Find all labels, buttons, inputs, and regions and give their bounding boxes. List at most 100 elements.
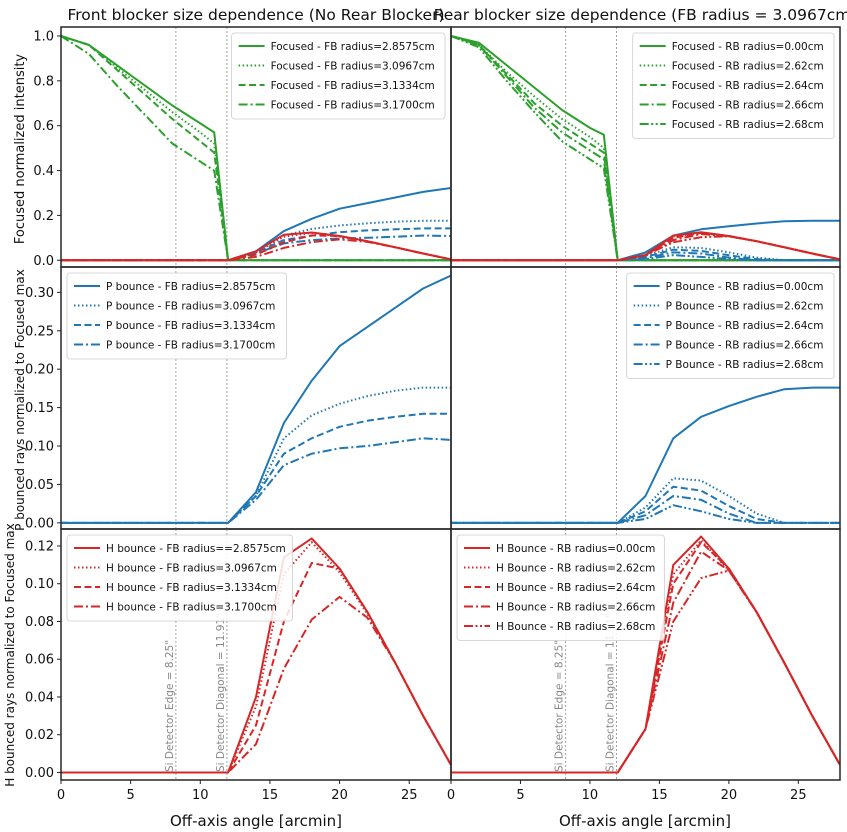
legend-label: Focused - FB radius=2.8575cm [271,41,435,53]
col-title-right: Rear blocker size dependence (FB radius … [434,6,847,24]
legend-label: P bounce - FB radius=3.1700cm [106,339,275,351]
y-tick-label: 0.00 [25,766,54,781]
legend-label: Focused - FB radius=3.1700cm [271,99,435,111]
panel-1-left: 0.0 0.2 0.4 0.6 0.8 1.0 Focused - FB radius=2.… [33,26,452,269]
legend-label: H Bounce - RB radius=0.00cm [496,543,655,555]
y-tick-label: 1.0 [33,29,54,44]
y-tick-label: 0.8 [33,74,54,89]
legend-label: H bounce - FB radius=3.1700cm [106,601,277,613]
y-tick-label: 0.04 [25,690,54,705]
legend-label: H Bounce - RB radius=2.66cm [496,601,655,613]
axes-frame [450,528,841,781]
legend-box [66,272,287,360]
y-tick-label: 0.05 [25,478,54,493]
legend-label: H bounce - FB radius=3.0967cm [106,562,277,574]
panel-1-right: Focused - RB radius=0.00cm Focused - RB r… [450,26,841,268]
x-tick-label: 25 [790,788,807,803]
x-tick-label: 5 [516,788,524,803]
series-line [61,595,451,774]
y-tick-label: 0.10 [25,577,54,592]
x-tick-label: 10 [192,788,209,803]
x-tick-label: 20 [331,788,348,803]
series-line [451,235,840,262]
series-line [61,386,451,524]
legend-label: Focused - FB radius=3.0967cm [271,60,435,72]
legend-label: H bounce - FB radius=3.1334cm [106,582,277,594]
legend-label: H Bounce - RB radius=2.68cm [496,621,655,633]
legend: Focused - FB radius=2.8575cm Focused - FB… [231,32,446,120]
y-tick-label: 0.2 [33,209,54,224]
y-tick-label: 0.6 [33,119,54,134]
series-line [61,238,451,262]
y-tick-label: 0.25 [25,324,54,339]
legend-label: P Bounce - RB radius=2.66cm [666,339,824,351]
legend-box [66,534,293,622]
legend-label: H Bounce - RB radius=2.64cm [496,582,655,594]
panel-2-left: 0.00 0.05 0.10 0.15 0.20 0.25 0.30 P bounce - F… [25,266,452,531]
legend-label: P Bounce - RB radius=2.68cm [666,359,824,371]
panel-3-left: Si Detector Edge = 8.25" Si Detector Diag… [25,528,452,803]
series-line [61,437,451,524]
legend: Focused - RB radius=0.00cm Focused - RB r… [632,32,835,139]
y-tick-label: 0.20 [25,363,54,378]
legend: P Bounce - RB radius=0.00cm P Bounce - RB… [626,272,835,379]
col-title-left: Front blocker size dependence (No Rear B… [67,6,444,24]
x-tick-label: 10 [582,788,599,803]
xlabel-left: Off-axis angle [arcmin] [170,812,342,830]
ylabel-row-1: Focused normalized intensity [13,54,28,245]
legend-label: P bounce - FB radius=3.1334cm [106,320,275,332]
series-line [451,485,840,524]
series-line [61,35,451,262]
legend-label: P Bounce - RB radius=0.00cm [666,281,824,293]
y-tick-label: 0.00 [25,516,54,531]
legend-label: H bounce - FB radius==2.8575cm [106,543,286,555]
y-tick-label: 0.4 [33,164,54,179]
legend-label: Focused - RB radius=2.64cm [672,80,824,92]
y-tick-label: 0.10 [25,440,54,455]
panel-2-right: P Bounce - RB radius=0.00cm P Bounce - RB… [450,266,841,530]
legend-label: P bounce - FB radius=3.0967cm [106,300,275,312]
y-tick-label: 0.0 [33,254,54,269]
x-tick-label: 25 [401,788,418,803]
series-line [61,187,451,262]
ylabel-row-2: P bounced rays normalized to Focused max [13,269,27,531]
legend-box [632,32,835,139]
y-tick-label: 0.15 [25,401,54,416]
legend-label: P bounce - FB radius=2.8575cm [106,281,275,293]
legend-label: Focused - RB radius=2.66cm [672,99,824,111]
series-line [451,386,840,524]
legend-label: P Bounce - RB radius=2.62cm [666,300,824,312]
vline-label: Si Detector Edge = 8.25" [554,640,566,772]
x-tick-label: 5 [127,788,135,803]
y-tick-label: 0.06 [25,653,54,668]
legend-label: H Bounce - RB radius=2.62cm [496,562,655,574]
series-line [451,504,840,524]
series-line [451,569,840,774]
y-tick-label: 0.08 [25,615,54,630]
legend-box [456,534,665,641]
legend-box [231,32,446,120]
y-tick-label: 0.30 [25,286,54,301]
x-tick-label: 0 [57,788,65,803]
x-tick-label: 15 [651,788,668,803]
legend-label: Focused - RB radius=2.62cm [672,60,824,72]
x-tick-label: 15 [262,788,279,803]
x-tick-label: 20 [721,788,738,803]
y-tick-label: 0.12 [25,539,54,554]
legend: H Bounce - RB radius=0.00cm H Bounce - RB… [456,534,665,641]
legend-label: Focused - RB radius=0.00cm [672,41,824,53]
legend: P bounce - FB radius=2.8575cm P bounce - … [66,272,287,360]
legend-box [626,272,835,379]
series-line [451,495,840,524]
x-tick-label: 0 [447,788,455,803]
ylabel-row-3: H bounced rays normalized to Focused max [3,523,17,786]
xlabel-right: Off-axis angle [arcmin] [559,812,731,830]
legend-label: Focused - FB radius=3.1334cm [271,80,435,92]
legend-label: P Bounce - RB radius=2.64cm [666,320,824,332]
legend: H bounce - FB radius==2.8575cm H bounce -… [66,534,293,622]
y-tick-label: 0.02 [25,728,54,743]
vline-label: Si Detector Diagonal = 11.91" [604,613,616,772]
series-line [61,412,451,524]
panel-3-right: Si Detector Edge = 8.25" Si Detector Diag… [447,528,841,803]
